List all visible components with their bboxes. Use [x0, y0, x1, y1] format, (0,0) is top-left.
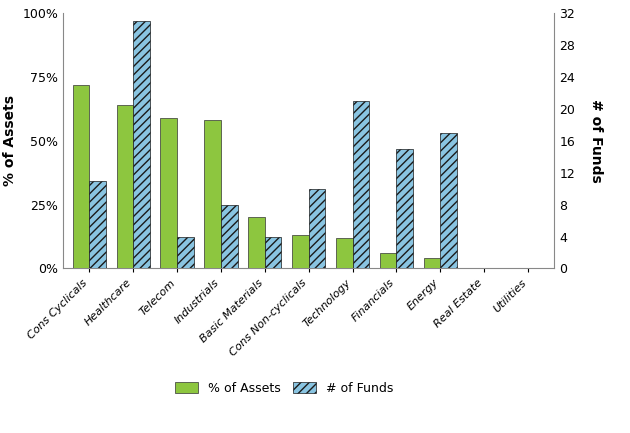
Bar [177, 236, 194, 268]
Bar [423, 258, 440, 268]
Bar [133, 21, 150, 268]
Y-axis label: # of Funds: # of Funds [589, 99, 603, 183]
Bar [265, 236, 282, 268]
Bar [221, 205, 238, 268]
Bar [89, 181, 106, 268]
Bar [440, 133, 457, 268]
Bar [204, 120, 221, 268]
Bar [353, 101, 369, 268]
Bar [161, 118, 177, 268]
Bar [380, 253, 396, 268]
Bar [396, 149, 413, 268]
Bar [248, 217, 265, 268]
Bar [309, 189, 325, 268]
Legend: % of Assets, # of Funds: % of Assets, # of Funds [175, 382, 393, 395]
Bar [117, 105, 133, 268]
Bar [292, 235, 309, 268]
Bar [336, 238, 353, 268]
Y-axis label: % of Assets: % of Assets [3, 95, 17, 186]
Bar [72, 84, 89, 268]
